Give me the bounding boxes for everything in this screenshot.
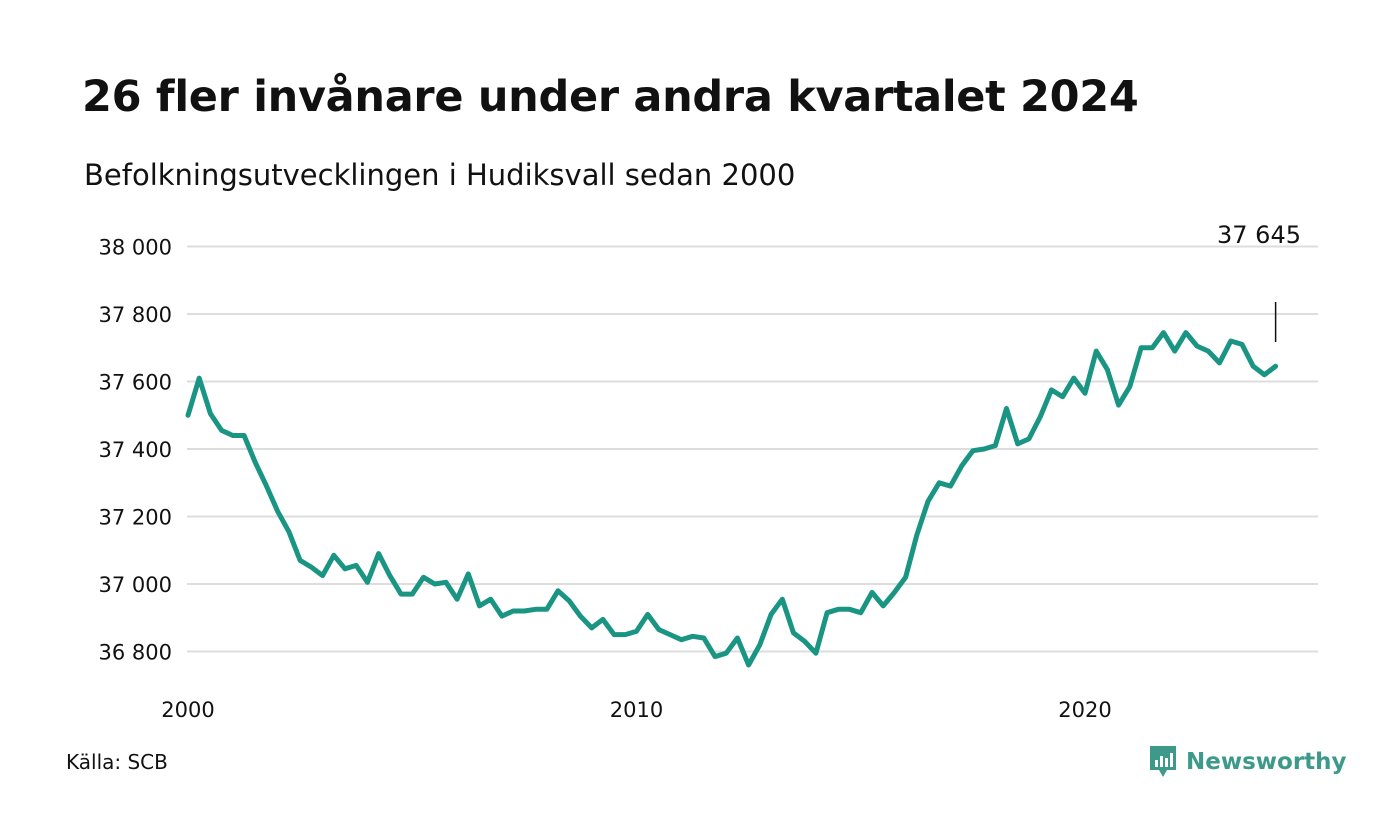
x-tick-label: 2010 [610,698,663,722]
gridlines [187,245,1318,653]
newsworthy-logo-icon [1150,746,1176,777]
chart-subtitle: Befolkningsutvecklingen i Hudiksvall sed… [84,158,796,192]
chart-title: 26 fler invånare under andra kvartalet 2… [82,72,1139,122]
y-tick-label: 38 000 [99,236,172,260]
annotation-label: 37 645 [1217,221,1301,249]
y-tick-label: 37 200 [99,506,172,530]
brand-name: Newsworthy [1186,749,1347,775]
y-tick-label: 37 400 [99,438,172,462]
y-tick-label: 36 800 [99,641,172,665]
series-line [185,330,1279,668]
annotation-group: 37 645 [1217,221,1301,342]
source-note: Källa: SCB [66,750,168,774]
x-tick-label: 2020 [1058,698,1111,722]
series-group [185,330,1279,668]
y-tick-label: 37 800 [99,303,172,327]
y-axis-ticks: 36 800 37 000 37 200 37 400 37 600 37 800 38 0… [99,236,172,665]
y-tick-label: 37 600 [99,371,172,395]
x-axis-ticks: 2000 2010 2020 [161,698,1111,722]
y-tick-label: 37 000 [99,573,172,597]
brand-logo[interactable]: Newsworthy [1148,744,1347,780]
x-tick-label: 2000 [161,698,214,722]
